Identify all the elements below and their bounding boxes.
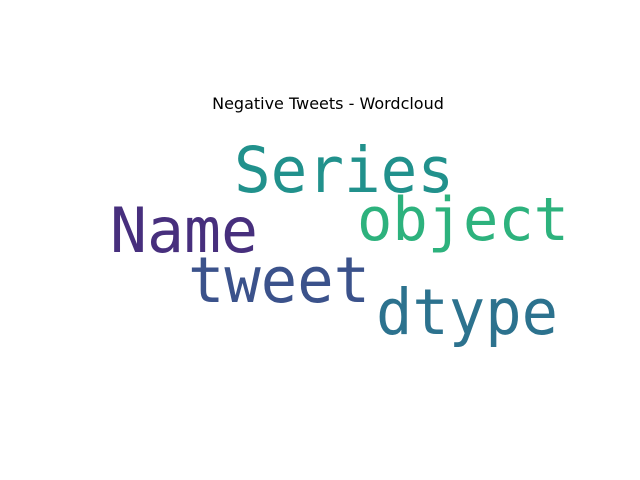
word-object: object bbox=[357, 185, 569, 255]
word-series: Series bbox=[234, 134, 454, 207]
word-tweet: tweet bbox=[188, 244, 370, 317]
word-name: Name bbox=[110, 194, 258, 267]
chart-title: Negative Tweets - Wordcloud bbox=[212, 94, 444, 113]
word-dtype: dtype bbox=[376, 276, 558, 349]
